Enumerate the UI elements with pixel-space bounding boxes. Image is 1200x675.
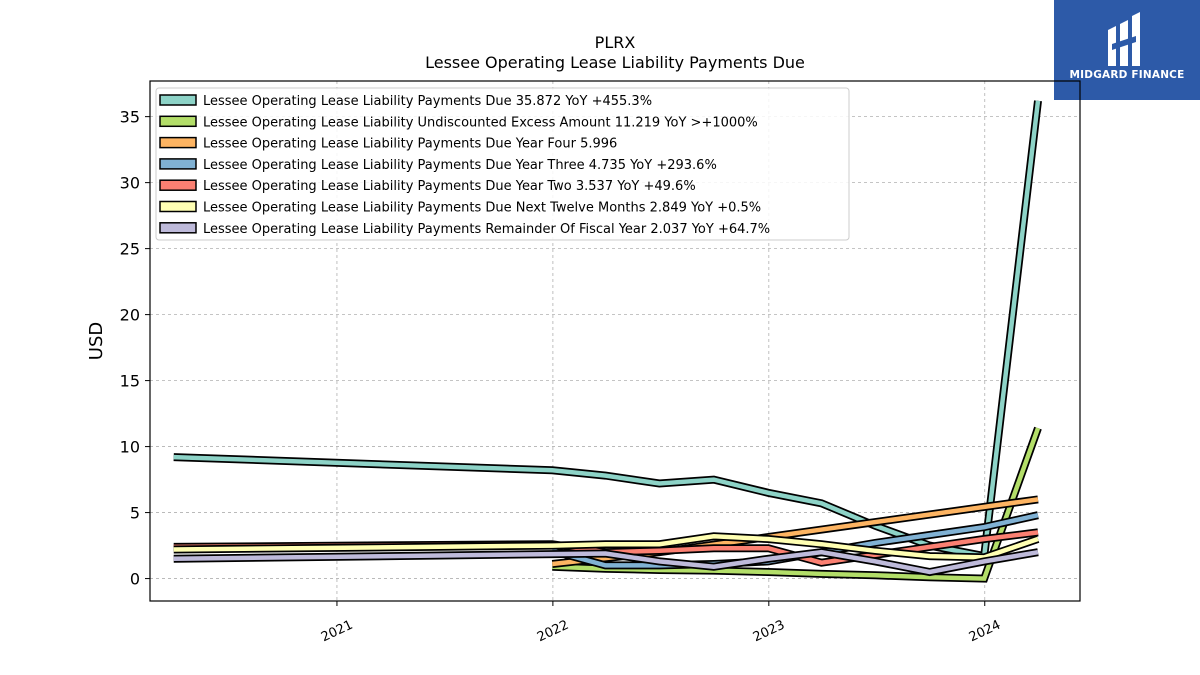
legend-swatch-5 <box>159 200 197 213</box>
x-tick-label: 2024 <box>967 618 1003 646</box>
legend-label-4: Lessee Operating Lease Liability Payment… <box>203 179 696 194</box>
series-line-0 <box>173 100 1041 559</box>
y-tick-label: 5 <box>130 504 140 523</box>
x-tick-label: 2023 <box>751 618 787 646</box>
brand-name: MIDGARD FINANCE <box>1069 69 1185 81</box>
y-axis: 0 5 10 15 20 25 30 35 <box>120 108 150 589</box>
legend-swatch-0 <box>159 94 197 106</box>
legend-label-1: Lessee Operating Lease Liability Undisco… <box>203 115 758 130</box>
y-tick-label: 15 <box>120 372 140 391</box>
y-tick-label: 25 <box>120 240 140 259</box>
legend-swatch-4 <box>159 179 197 191</box>
y-tick-label: 30 <box>120 174 140 193</box>
legend-label-0: Lessee Operating Lease Liability Payment… <box>203 94 652 109</box>
legend-swatch-1 <box>159 115 197 128</box>
legend-swatch-2 <box>159 136 197 149</box>
chart-title: PLRX <box>595 33 636 52</box>
y-tick-label: 35 <box>120 108 140 127</box>
legend-swatch-3 <box>159 158 197 170</box>
y-tick-label: 10 <box>120 438 140 457</box>
legend-swatch-6 <box>159 222 197 234</box>
midgard-logo-icon <box>1108 12 1140 66</box>
series-lines <box>173 100 1042 583</box>
y-axis-label: USD <box>86 322 107 360</box>
chart-subtitle: Lessee Operating Lease Liability Payment… <box>425 53 805 72</box>
legend: Lessee Operating Lease Liability Payment… <box>155 87 850 241</box>
series-line-6 <box>173 549 1039 575</box>
x-tick-label: 2022 <box>535 618 571 646</box>
y-tick-label: 20 <box>120 306 140 325</box>
y-tick-label: 0 <box>130 570 140 589</box>
legend-label-3: Lessee Operating Lease Liability Payment… <box>203 158 717 173</box>
legend-label-5: Lessee Operating Lease Liability Payment… <box>203 201 761 216</box>
series-line-5 <box>173 534 1039 560</box>
legend-label-6: Lessee Operating Lease Liability Payment… <box>203 222 770 237</box>
legend-box <box>155 87 850 241</box>
brand-logo: MIDGARD FINANCE <box>1054 0 1200 100</box>
x-tick-label: 2021 <box>319 618 355 646</box>
legend-label-2: Lessee Operating Lease Liability Payment… <box>203 137 617 152</box>
x-axis: 2021 2022 2023 2024 <box>319 601 1003 645</box>
series-line-4 <box>173 530 1039 565</box>
plot-frame <box>149 80 1081 602</box>
